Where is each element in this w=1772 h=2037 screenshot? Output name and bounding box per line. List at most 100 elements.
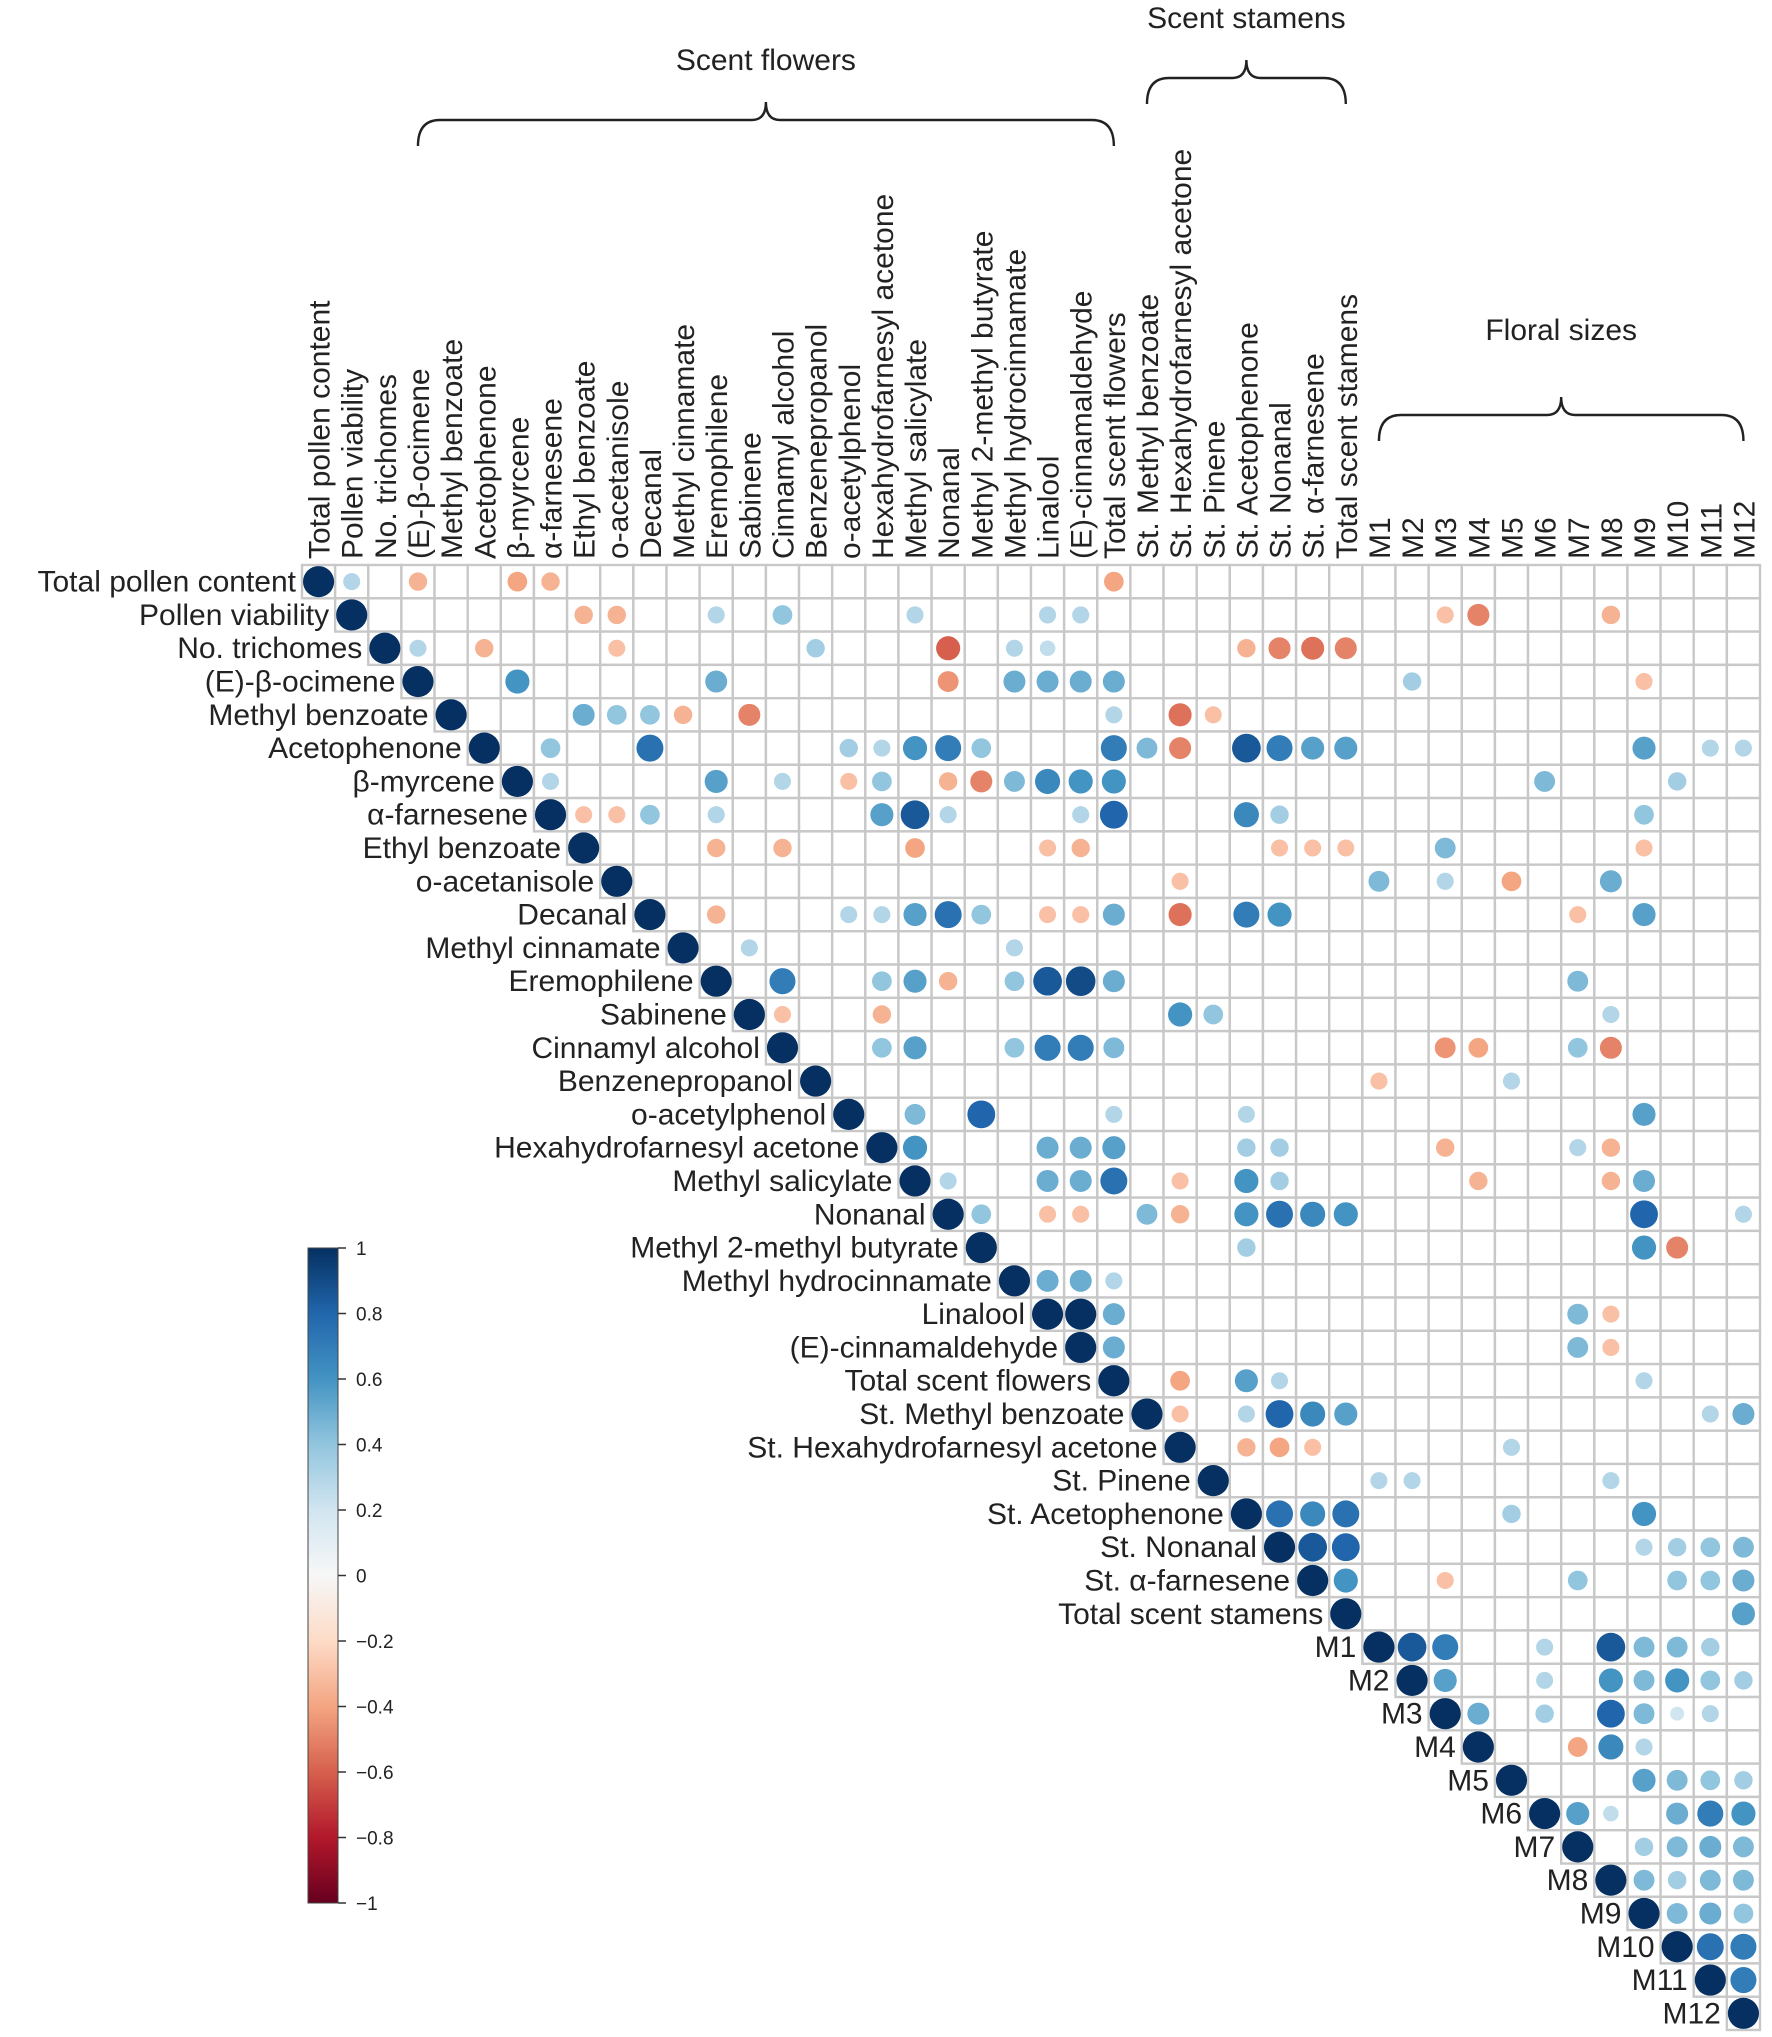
grid-cell — [731, 663, 768, 700]
correlation-dot — [1700, 1570, 1721, 1591]
grid-cell — [1195, 663, 1232, 700]
grid-cell — [1725, 630, 1762, 667]
group-bracket-scent-flowers — [416, 101, 1116, 147]
grid-cell — [1228, 763, 1265, 800]
grid-cell — [1659, 1329, 1695, 1366]
grid-cell — [1593, 696, 1629, 733]
grid-cell — [1261, 696, 1298, 733]
grid-cell — [1526, 1029, 1563, 1066]
correlation-dot — [903, 1036, 927, 1060]
correlation-dot — [1072, 806, 1090, 824]
grid-cell — [532, 630, 569, 667]
grid-cell — [1427, 996, 1463, 1033]
grid-cell — [1228, 830, 1265, 866]
correlation-dot — [1567, 1737, 1588, 1757]
grid-cell — [1096, 930, 1132, 966]
grid-cell — [764, 930, 801, 966]
column-label-methyl-benzoate: Methyl benzoate — [436, 339, 469, 559]
grid-cell — [1062, 1229, 1099, 1266]
colorbar-tick-label: 1 — [356, 1239, 367, 1260]
grid-cell — [1228, 597, 1265, 633]
grid-cell — [1659, 1729, 1695, 1765]
diagonal-dot — [435, 699, 467, 731]
colorbar-tick-label: 0 — [356, 1567, 367, 1588]
grid-cell — [1129, 763, 1165, 800]
grid-cell — [1659, 1129, 1695, 1166]
correlation-dot — [906, 606, 924, 624]
correlation-dot — [707, 606, 725, 624]
correlation-dot — [1233, 802, 1259, 828]
correlation-dot — [475, 639, 494, 658]
grid-cell — [1162, 1029, 1198, 1066]
correlation-dot — [1734, 739, 1752, 757]
correlation-dot — [1039, 606, 1057, 624]
diagonal-dot — [369, 632, 401, 664]
grid-cell — [963, 696, 1000, 733]
grid-cell — [1394, 796, 1430, 833]
grid-cell — [1294, 863, 1331, 900]
correlation-dot — [1468, 1037, 1489, 1058]
correlation-dot — [706, 905, 726, 924]
grid-cell — [1692, 896, 1729, 933]
grid-cell — [1228, 1063, 1265, 1099]
grid-cell — [996, 863, 1033, 900]
grid-cell — [1659, 563, 1695, 600]
grid-cell — [1659, 630, 1695, 667]
row-label-m10: M10 — [1596, 1931, 1654, 1964]
correlation-dot — [1136, 1203, 1158, 1225]
correlation-dot — [738, 703, 761, 726]
correlation-dot — [900, 800, 930, 830]
grid-cell — [1692, 763, 1729, 800]
row-label-ethyl-benzoate: Ethyl benzoate — [363, 832, 561, 865]
correlation-dot — [1469, 1171, 1488, 1191]
correlation-dot — [1168, 703, 1192, 727]
grid-cell — [1526, 1462, 1563, 1499]
row-label-no-trichomes: No. trichomes — [177, 632, 362, 665]
correlation-dot — [1596, 1632, 1626, 1662]
grid-cell — [1261, 863, 1298, 900]
correlation-dot — [1039, 906, 1057, 924]
grid-cell — [930, 996, 966, 1033]
column-label-total-pollen-content: Total pollen content — [304, 300, 337, 559]
grid-cell — [1460, 1362, 1497, 1399]
grid-cell — [1692, 1196, 1729, 1233]
grid-cell — [1559, 1429, 1596, 1466]
grid-cell — [1328, 1329, 1364, 1366]
row-label-m11: M11 — [1632, 1964, 1688, 1997]
grid-cell — [1559, 663, 1596, 700]
diagonal-dot — [700, 965, 732, 997]
grid-cell — [1394, 1096, 1430, 1133]
correlation-dot — [1204, 706, 1222, 724]
grid-cell — [1626, 696, 1662, 733]
grid-cell — [499, 630, 536, 667]
grid-cell — [1162, 1296, 1198, 1332]
grid-cell — [1162, 796, 1198, 833]
correlation-dot — [1402, 672, 1422, 691]
grid-cell — [532, 696, 569, 733]
grid-cell — [1725, 863, 1762, 900]
correlation-dot — [1334, 736, 1358, 760]
grid-cell — [1162, 1096, 1198, 1133]
correlation-dot — [1069, 670, 1092, 693]
grid-cell — [1328, 863, 1364, 900]
grid-cell — [1361, 763, 1397, 800]
grid-cell — [1427, 1229, 1463, 1266]
correlation-dot — [1632, 1102, 1656, 1126]
grid-cell — [1427, 1396, 1463, 1432]
column-label-benzenepropanol: Benzenepropanol — [801, 324, 834, 559]
grid-cell — [632, 663, 668, 700]
grid-cell — [963, 597, 1000, 633]
grid-cell — [996, 1063, 1033, 1099]
correlation-dot — [1232, 733, 1261, 763]
grid-cell — [1394, 563, 1430, 600]
correlation-dot — [1699, 1902, 1722, 1925]
grid-cell — [1195, 1029, 1232, 1066]
grid-cell — [1195, 863, 1232, 900]
correlation-dot — [1270, 805, 1289, 824]
grid-cell — [1725, 1462, 1762, 1499]
grid-cell — [1328, 1462, 1364, 1499]
correlation-dot — [608, 639, 626, 657]
correlation-dot — [1237, 1405, 1255, 1423]
grid-cell — [864, 1096, 900, 1133]
grid-cell — [1328, 996, 1364, 1033]
